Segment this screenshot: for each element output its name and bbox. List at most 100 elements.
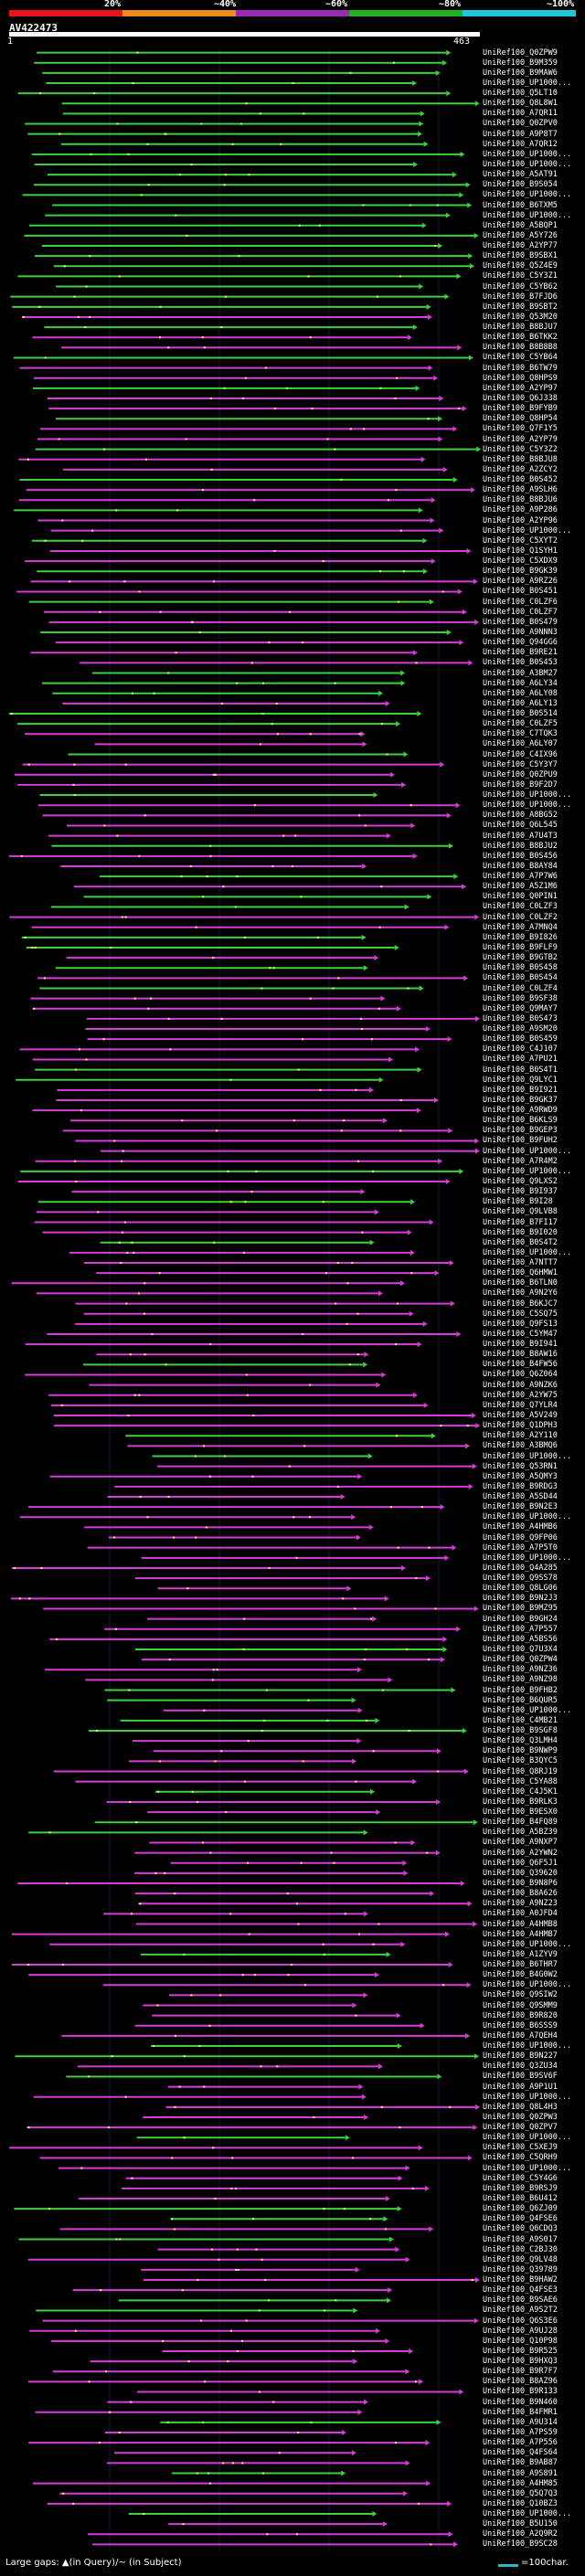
hit-label-link[interactable]: UniRef100_A2Y110: [483, 1431, 558, 1441]
hit-label-link[interactable]: UniRef100_Q6J338: [483, 393, 558, 403]
hit-label-link[interactable]: UniRef100_B7FJD6: [483, 292, 558, 302]
hit-label-link[interactable]: UniRef100_Q10BZ3: [483, 2498, 558, 2508]
hit-label-link[interactable]: UniRef100_B6SSS9: [483, 2020, 558, 2030]
hit-label-link[interactable]: UniRef100_A9NZ98: [483, 1675, 558, 1685]
hit-label-link[interactable]: UniRef100_Q4A285: [483, 1563, 558, 1573]
hit-label-link[interactable]: UniRef100_Q39620: [483, 1868, 558, 1878]
hit-label-link[interactable]: UniRef100_B0S456: [483, 851, 558, 861]
hit-label-link[interactable]: UniRef100_UP1000...: [483, 2133, 572, 2143]
hit-label-link[interactable]: UniRef100_C5YB62: [483, 281, 558, 292]
hit-label-link[interactable]: UniRef100_UP1000...: [483, 2163, 572, 2173]
hit-label-link[interactable]: UniRef100_B6TLN0: [483, 1278, 558, 1288]
hit-label-link[interactable]: UniRef100_A7P5T0: [483, 1542, 558, 1553]
hit-label-link[interactable]: UniRef100_B9FYB9: [483, 404, 558, 414]
hit-label-link[interactable]: UniRef100_A7P557: [483, 1624, 558, 1634]
hit-label-link[interactable]: UniRef100_B9RSJ9: [483, 2183, 558, 2193]
hit-label-link[interactable]: UniRef100_A6LY13: [483, 698, 558, 708]
hit-label-link[interactable]: UniRef100_B9RLK3: [483, 1797, 558, 1807]
hit-label-link[interactable]: UniRef100_A7NTT7: [483, 1258, 558, 1268]
hit-label-link[interactable]: UniRef100_A7MNQ4: [483, 922, 558, 932]
hit-label-link[interactable]: UniRef100_A9NZ36: [483, 1665, 558, 1675]
hit-label-link[interactable]: UniRef100_A5Z1M6: [483, 882, 558, 892]
hit-label-link[interactable]: UniRef100_B9AB87: [483, 2458, 558, 2468]
hit-label-link[interactable]: UniRef100_Q0ZPV0: [483, 119, 558, 129]
hit-label-link[interactable]: UniRef100_B9N2E3: [483, 1502, 558, 1512]
hit-label-link[interactable]: UniRef100_UP1000...: [483, 1980, 572, 1990]
hit-label-link[interactable]: UniRef100_B9MZ95: [483, 1604, 558, 1614]
hit-label-link[interactable]: UniRef100_B9GH24: [483, 1614, 558, 1624]
hit-label-link[interactable]: UniRef100_Q9LXS2: [483, 1177, 558, 1186]
hit-label-link[interactable]: UniRef100_A2YP97: [483, 383, 558, 393]
hit-label-link[interactable]: UniRef100_B9HXQ3: [483, 2357, 558, 2367]
hit-label-link[interactable]: UniRef100_B9SV6F: [483, 2072, 558, 2082]
hit-label-link[interactable]: UniRef100_B6KLS9: [483, 1116, 558, 1126]
hit-label-link[interactable]: UniRef100_A7QR11: [483, 109, 558, 119]
hit-label-link[interactable]: UniRef100_B9S054: [483, 180, 558, 190]
hit-label-link[interactable]: UniRef100_B0S4T2: [483, 1237, 558, 1247]
hit-label-link[interactable]: UniRef100_Q9SS78: [483, 1574, 558, 1584]
hit-label-link[interactable]: UniRef100_Q1DPH3: [483, 1421, 558, 1431]
hit-label-link[interactable]: UniRef100_B9GK37: [483, 1095, 558, 1105]
hit-label-link[interactable]: UniRef100_B9GTB2: [483, 953, 558, 963]
hit-label-link[interactable]: UniRef100_B8BJU6: [483, 495, 558, 505]
hit-label-link[interactable]: UniRef100_Q7F1Y5: [483, 424, 558, 434]
hit-label-link[interactable]: UniRef100_A5BZ39: [483, 1828, 558, 1838]
hit-label-link[interactable]: UniRef100_A9U314: [483, 2417, 558, 2427]
hit-label-link[interactable]: UniRef100_A8BG52: [483, 811, 558, 821]
hit-label-link[interactable]: UniRef100_UP1000...: [483, 800, 572, 811]
hit-label-link[interactable]: UniRef100_A9UJ28: [483, 2326, 558, 2336]
hit-label-link[interactable]: UniRef100_UP1000...: [483, 1553, 572, 1563]
hit-label-link[interactable]: UniRef100_UP1000...: [483, 1146, 572, 1156]
hit-label-link[interactable]: UniRef100_Q6HMW1: [483, 1268, 558, 1278]
hit-label-link[interactable]: UniRef100_A2YP77: [483, 241, 558, 251]
hit-label-link[interactable]: UniRef100_C5XEJ9: [483, 2143, 558, 2153]
hit-label-link[interactable]: UniRef100_B9SAE6: [483, 2295, 558, 2306]
hit-label-link[interactable]: UniRef100_B9I941: [483, 1340, 558, 1350]
hit-label-link[interactable]: UniRef100_UP1000...: [483, 1451, 572, 1461]
hit-label-link[interactable]: UniRef100_B9FLF9: [483, 943, 558, 952]
hit-label-link[interactable]: UniRef100_B6TW79: [483, 363, 558, 373]
hit-label-link[interactable]: UniRef100_A2ZCY2: [483, 464, 558, 474]
hit-label-link[interactable]: UniRef100_B9N2J3: [483, 1594, 558, 1604]
hit-label-link[interactable]: UniRef100_B4G0W2: [483, 1970, 558, 1980]
hit-label-link[interactable]: UniRef100_B9N8P6: [483, 1878, 558, 1888]
hit-label-link[interactable]: UniRef100_B9HAW2: [483, 2275, 558, 2285]
hit-label-link[interactable]: UniRef100_C0LZF4: [483, 983, 558, 993]
hit-label-link[interactable]: UniRef100_A9RWD9: [483, 1106, 558, 1116]
hit-label-link[interactable]: UniRef100_B9NWP9: [483, 1746, 558, 1756]
hit-label-link[interactable]: UniRef100_Q3ZU34: [483, 2062, 558, 2072]
hit-label-link[interactable]: UniRef100_B9GK39: [483, 567, 558, 577]
hit-label-link[interactable]: UniRef100_C5SQ75: [483, 1309, 558, 1319]
hit-label-link[interactable]: UniRef100_Q9LV48: [483, 2254, 558, 2264]
hit-label-link[interactable]: UniRef100_B9I826: [483, 932, 558, 942]
hit-label-link[interactable]: UniRef100_A5SD44: [483, 1492, 558, 1502]
hit-label-link[interactable]: UniRef100_C4MB21: [483, 1715, 558, 1725]
hit-label-link[interactable]: UniRef100_C4IX96: [483, 749, 558, 759]
hit-label-link[interactable]: UniRef100_B9SBT2: [483, 302, 558, 312]
hit-label-link[interactable]: UniRef100_Q8L8W1: [483, 99, 558, 109]
hit-label-link[interactable]: UniRef100_C2BJ30: [483, 2244, 558, 2254]
hit-label-link[interactable]: UniRef100_C0LZF5: [483, 719, 558, 729]
hit-label-link[interactable]: UniRef100_B5U150: [483, 2519, 558, 2529]
hit-label-link[interactable]: UniRef100_Q0ZPV7: [483, 2123, 558, 2133]
hit-label-link[interactable]: UniRef100_A9S891: [483, 2468, 558, 2478]
hit-label-link[interactable]: UniRef100_B6KJC7: [483, 1299, 558, 1309]
hit-label-link[interactable]: UniRef100_UP1000...: [483, 2509, 572, 2519]
hit-label-link[interactable]: UniRef100_B8AW16: [483, 1350, 558, 1360]
hit-label-link[interactable]: UniRef100_B0S4T1: [483, 1065, 558, 1075]
hit-label-link[interactable]: UniRef100_B9ESX0: [483, 1807, 558, 1818]
hit-label-link[interactable]: UniRef100_UP1000...: [483, 1705, 572, 1715]
hit-label-link[interactable]: UniRef100_Q5Z4E9: [483, 261, 558, 271]
hit-label-link[interactable]: UniRef100_Q6L545: [483, 821, 558, 831]
hit-label-link[interactable]: UniRef100_Q7YLR4: [483, 1400, 558, 1410]
hit-label-link[interactable]: UniRef100_B9I921: [483, 1085, 558, 1095]
hit-label-link[interactable]: UniRef100_B0S479: [483, 617, 558, 627]
hit-label-link[interactable]: UniRef100_C0LZF6: [483, 597, 558, 607]
hit-label-link[interactable]: UniRef100_UP1000...: [483, 1247, 572, 1257]
hit-label-link[interactable]: UniRef100_C0LZF2: [483, 912, 558, 922]
hit-label-link[interactable]: UniRef100_B9N460: [483, 2397, 558, 2407]
hit-label-link[interactable]: UniRef100_A7QEH4: [483, 2030, 558, 2041]
hit-label-link[interactable]: UniRef100_Q4FSE3: [483, 2285, 558, 2295]
hit-label-link[interactable]: UniRef100_B0S473: [483, 1013, 558, 1023]
hit-label-link[interactable]: UniRef100_A9P8T7: [483, 129, 558, 139]
